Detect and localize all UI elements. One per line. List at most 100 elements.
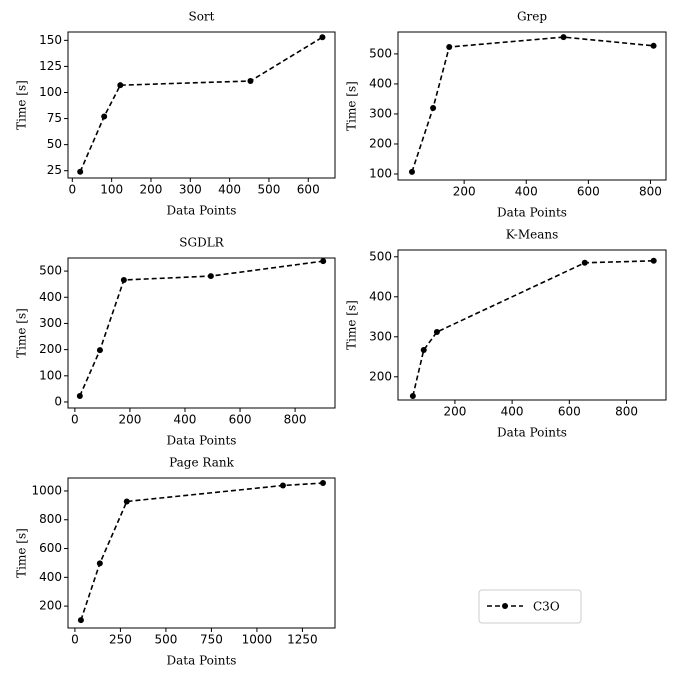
subplot-title: Grep bbox=[517, 10, 547, 24]
x-tick-label: 800 bbox=[284, 413, 307, 427]
x-tick-label: 300 bbox=[179, 183, 202, 197]
y-tick-label: 500 bbox=[369, 46, 392, 60]
y-tick-label: 150 bbox=[39, 33, 62, 47]
y-tick-label: 125 bbox=[39, 59, 62, 73]
data-point bbox=[320, 258, 327, 265]
y-tick-label: 50 bbox=[47, 137, 62, 151]
data-point bbox=[319, 34, 326, 41]
y-tick-label: 200 bbox=[369, 369, 392, 383]
data-point bbox=[409, 393, 416, 399]
data-point bbox=[77, 617, 84, 624]
y-tick-label: 500 bbox=[369, 249, 392, 263]
data-point bbox=[117, 82, 124, 89]
data-point bbox=[77, 168, 84, 175]
y-tick-label: 800 bbox=[39, 512, 62, 526]
y-tick-label: 400 bbox=[39, 290, 62, 304]
x-tick-label: 100 bbox=[100, 183, 123, 197]
legend-marker bbox=[502, 603, 508, 609]
y-tick-label: 200 bbox=[39, 342, 62, 356]
data-point bbox=[433, 329, 440, 335]
x-tick-label: 800 bbox=[639, 185, 662, 199]
y-tick-label: 300 bbox=[369, 106, 392, 120]
y-tick-label: 75 bbox=[47, 111, 62, 125]
x-tick-label: 600 bbox=[558, 405, 581, 419]
y-axis-label: Time [s] bbox=[15, 308, 29, 358]
x-tick-label: 200 bbox=[140, 183, 163, 197]
y-tick-label: 100 bbox=[39, 368, 62, 382]
y-tick-label: 1000 bbox=[31, 483, 62, 497]
x-tick-label: 600 bbox=[577, 185, 600, 199]
series-line bbox=[79, 260, 324, 397]
x-tick-label: 400 bbox=[174, 413, 197, 427]
y-axis-label: Time [s] bbox=[345, 81, 359, 131]
data-point bbox=[96, 347, 103, 354]
x-tick-label: 250 bbox=[109, 633, 132, 647]
subplot-title: Sort bbox=[188, 10, 214, 24]
y-axis-label: Time [s] bbox=[15, 528, 29, 578]
x-axis-label: Data Points bbox=[167, 434, 237, 448]
x-tick-label: 600 bbox=[229, 413, 252, 427]
data-point bbox=[581, 259, 588, 266]
y-axis-label: Time [s] bbox=[15, 80, 29, 130]
y-tick-label: 100 bbox=[369, 166, 392, 180]
x-tick-label: 500 bbox=[154, 633, 177, 647]
x-tick-label: 1000 bbox=[242, 633, 273, 647]
x-axis-label: Data Points bbox=[497, 206, 567, 220]
y-tick-label: 300 bbox=[369, 329, 392, 343]
data-point bbox=[560, 34, 567, 41]
y-tick-label: 400 bbox=[369, 289, 392, 303]
legend-label: C3O bbox=[533, 600, 560, 614]
y-tick-label: 500 bbox=[39, 264, 62, 278]
data-point bbox=[101, 113, 108, 120]
x-axis-label: Data Points bbox=[167, 654, 237, 668]
data-point bbox=[430, 104, 437, 111]
x-tick-label: 400 bbox=[501, 405, 524, 419]
subplot-title: K-Means bbox=[506, 228, 559, 242]
x-tick-label: 0 bbox=[69, 183, 77, 197]
series-line bbox=[79, 36, 323, 173]
data-point bbox=[420, 347, 427, 353]
x-tick-label: 200 bbox=[118, 413, 141, 427]
y-tick-label: 200 bbox=[39, 599, 62, 613]
x-tick-label: 600 bbox=[297, 183, 320, 197]
series-line bbox=[411, 36, 654, 173]
x-axis-label: Data Points bbox=[497, 426, 567, 440]
x-axis-label: Data Points bbox=[167, 204, 237, 218]
series-line bbox=[80, 482, 324, 621]
x-tick-label: 500 bbox=[257, 183, 280, 197]
plot-frame bbox=[397, 31, 667, 181]
x-tick-label: 400 bbox=[218, 183, 241, 197]
data-point bbox=[408, 168, 415, 175]
x-tick-label: 200 bbox=[453, 185, 476, 199]
y-tick-label: 0 bbox=[54, 394, 62, 408]
y-tick-label: 300 bbox=[39, 316, 62, 330]
data-point bbox=[650, 42, 657, 49]
subplot-title: Page Rank bbox=[169, 456, 234, 470]
x-tick-label: 0 bbox=[71, 633, 79, 647]
legend-box bbox=[478, 589, 582, 624]
y-tick-label: 400 bbox=[369, 76, 392, 90]
data-point bbox=[96, 560, 103, 567]
y-axis-label: Time [s] bbox=[345, 300, 359, 350]
y-tick-label: 400 bbox=[39, 570, 62, 584]
plot-frame bbox=[397, 249, 667, 401]
data-point bbox=[123, 498, 130, 505]
plot-frame bbox=[67, 31, 336, 179]
y-tick-label: 25 bbox=[47, 163, 62, 177]
x-tick-label: 0 bbox=[71, 413, 79, 427]
x-tick-label: 750 bbox=[200, 633, 223, 647]
series-line bbox=[412, 260, 654, 397]
data-point bbox=[120, 276, 127, 283]
y-tick-label: 100 bbox=[39, 85, 62, 99]
data-point bbox=[279, 482, 286, 489]
x-tick-label: 800 bbox=[615, 405, 638, 419]
y-tick-label: 600 bbox=[39, 541, 62, 555]
y-tick-label: 200 bbox=[369, 136, 392, 150]
x-tick-label: 200 bbox=[443, 405, 466, 419]
subplot-title: SGDLR bbox=[179, 236, 224, 250]
data-point bbox=[319, 480, 326, 487]
plot-frame bbox=[67, 477, 336, 629]
plot-frame bbox=[67, 257, 336, 409]
data-point bbox=[207, 273, 214, 280]
